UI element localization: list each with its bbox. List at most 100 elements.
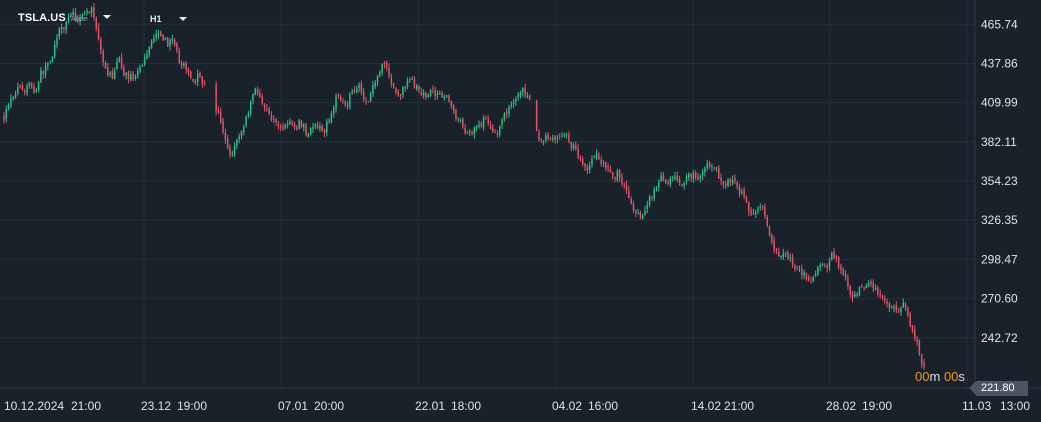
candle-body <box>579 158 582 160</box>
candle <box>245 115 247 128</box>
countdown-minutes: 00 <box>915 369 930 384</box>
candle <box>798 265 801 273</box>
candle <box>118 56 121 63</box>
candle <box>305 122 307 137</box>
candle <box>738 183 741 198</box>
candle-body <box>139 66 141 72</box>
candle-body <box>909 313 911 327</box>
candle <box>72 8 74 17</box>
candle <box>383 61 386 69</box>
candle <box>902 298 904 309</box>
candle-body <box>169 39 171 47</box>
candle-body <box>289 121 291 125</box>
candle <box>828 257 831 271</box>
timeframe-selector[interactable]: H1 <box>150 14 187 24</box>
candle-body <box>282 126 284 130</box>
candle <box>796 265 798 271</box>
candle-body <box>374 82 376 87</box>
candle <box>678 175 681 186</box>
candle-body <box>542 141 545 143</box>
candle-body <box>494 132 496 133</box>
candle <box>858 286 861 297</box>
candle <box>791 253 794 268</box>
candle <box>455 108 457 122</box>
candle-body <box>593 156 596 158</box>
candle <box>577 144 579 160</box>
candle <box>166 36 169 48</box>
candle <box>316 121 319 130</box>
candle-body <box>812 277 815 281</box>
chevron-down-icon[interactable] <box>102 15 111 19</box>
candle-body <box>77 18 79 23</box>
candle-body <box>47 62 49 67</box>
candle <box>229 144 231 159</box>
candle <box>296 125 298 131</box>
candle-body <box>332 108 335 115</box>
candle <box>538 129 540 142</box>
candle <box>658 179 660 192</box>
candle-body <box>508 106 510 114</box>
candle-body <box>277 123 280 127</box>
candle-body <box>132 73 134 80</box>
candle <box>277 120 280 130</box>
symbol-selector[interactable]: TSLA.US Akcie <box>18 12 111 24</box>
candle <box>692 169 695 183</box>
candle-body <box>321 125 323 131</box>
candle <box>432 85 434 94</box>
candle-body <box>388 68 390 77</box>
candle-body <box>798 268 801 270</box>
candle <box>372 81 374 98</box>
candle <box>780 255 782 260</box>
candle-body <box>24 90 26 93</box>
chevron-down-icon[interactable] <box>178 17 187 21</box>
candle <box>413 75 416 89</box>
candle <box>273 115 275 124</box>
candle <box>56 34 58 49</box>
candle <box>766 214 768 228</box>
candle-body <box>568 134 570 142</box>
time-axis[interactable]: 10.12.2024 21:00 23.12 19:00 07.01 20:00 22.01… <box>4 399 1030 413</box>
candle-body <box>379 71 381 76</box>
candle-body <box>849 285 851 295</box>
candle <box>247 110 250 119</box>
candle <box>160 30 162 37</box>
candle-body <box>473 127 476 135</box>
candle-body <box>360 83 363 93</box>
candle-body <box>309 128 312 135</box>
candle-body <box>761 206 764 208</box>
candle-body <box>814 273 817 276</box>
candle <box>3 111 5 124</box>
candle-body <box>743 190 745 197</box>
candle <box>616 168 619 183</box>
candle <box>63 26 65 34</box>
candle-body <box>178 50 180 63</box>
candle-body <box>745 197 748 202</box>
candle-body <box>501 118 503 125</box>
candle <box>849 284 851 298</box>
candle-body <box>176 43 178 51</box>
candle-body <box>434 90 436 97</box>
time-tick-label: 14.02 <box>691 399 721 413</box>
candle-body <box>53 44 56 57</box>
candle <box>441 90 443 99</box>
candle-body <box>362 91 365 99</box>
candle-body <box>273 119 275 121</box>
candle <box>415 83 418 92</box>
candle <box>720 173 722 186</box>
candle-body <box>254 88 257 95</box>
candle <box>558 133 561 140</box>
candle-body <box>729 179 732 183</box>
candle-body <box>644 210 646 215</box>
candle-body <box>376 75 379 82</box>
price-axis[interactable]: 465.74 437.86 409.99 382.11 354.23 326.35 298.… <box>981 17 1018 345</box>
candle <box>201 75 204 89</box>
time-tick-label: 16:00 <box>588 399 618 413</box>
candle-body <box>40 70 42 83</box>
candle-body <box>291 122 293 124</box>
candle <box>863 286 865 291</box>
candle-body <box>591 158 593 166</box>
candle-body <box>215 84 217 112</box>
candle-body <box>233 145 236 155</box>
candle-body <box>266 107 268 109</box>
